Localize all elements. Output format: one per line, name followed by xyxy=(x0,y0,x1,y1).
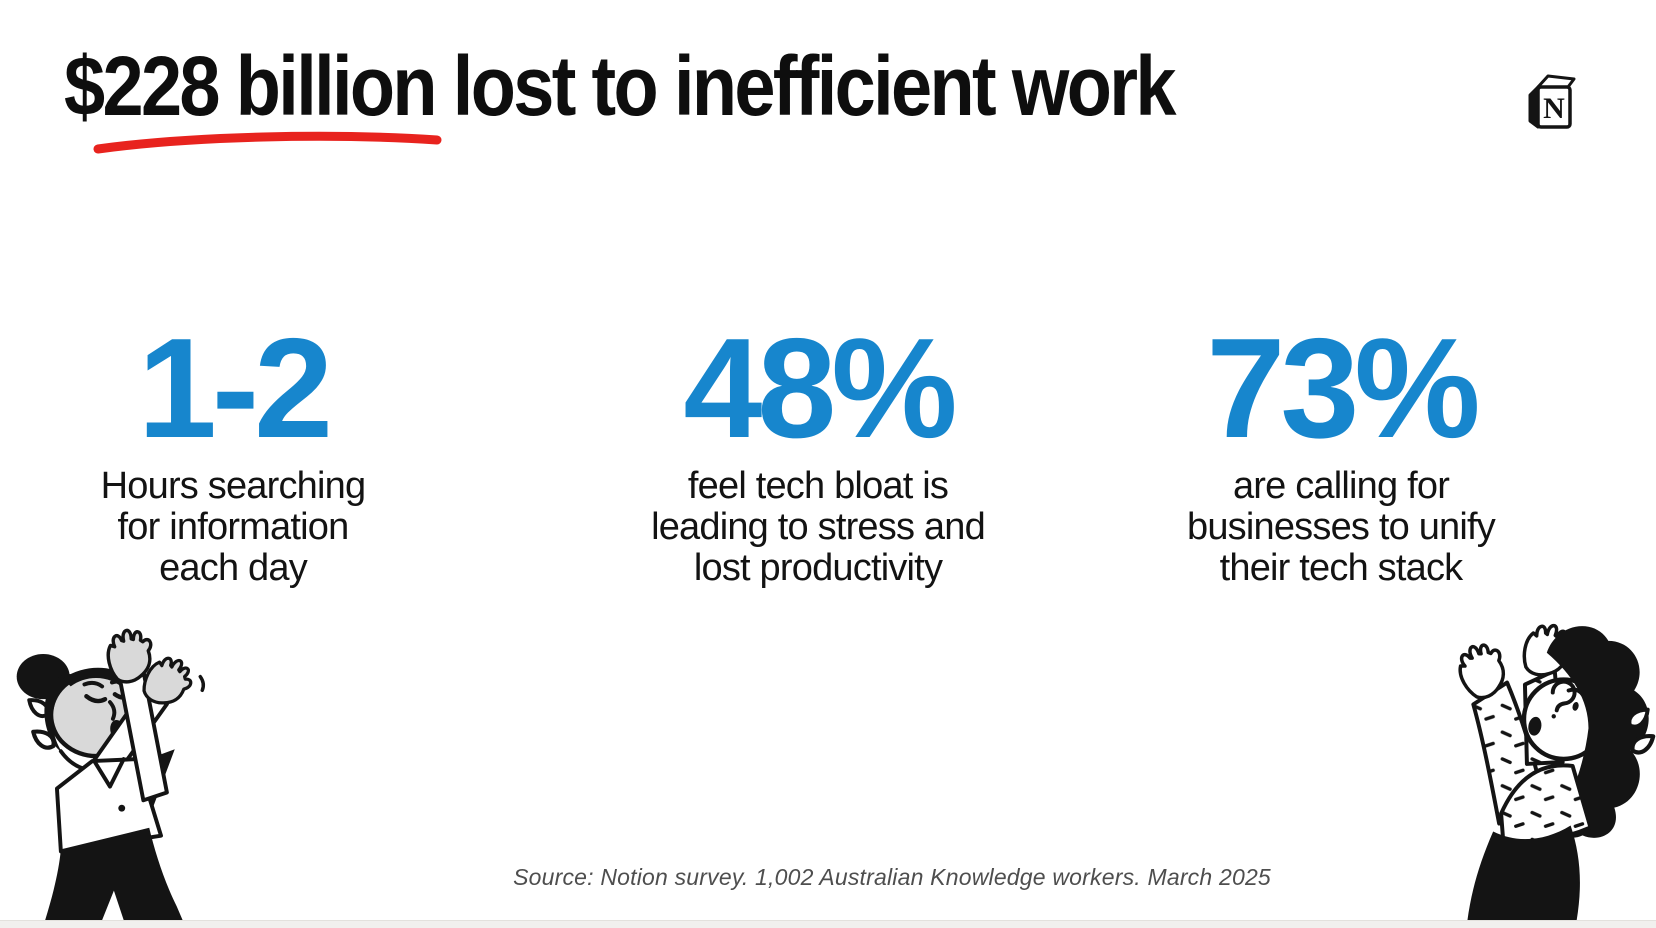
bottom-edge-strip xyxy=(0,920,1656,928)
stat-label: Hours searching for information each day xyxy=(100,465,367,589)
notion-logo-icon: N xyxy=(1528,74,1576,129)
page-title: $228 billion lost to inefficient work xyxy=(64,39,1177,133)
stressed-person-right-illustration xyxy=(1449,618,1656,921)
stat-unify-stack: 73% are calling for businesses to unify … xyxy=(1136,318,1546,589)
notion-logo-letter: N xyxy=(1543,92,1565,125)
stat-value: 73% xyxy=(1206,309,1480,468)
stat-label: feel tech bloat is leading to stress and… xyxy=(651,465,986,589)
source-note: Source: Notion survey. 1,002 Australian … xyxy=(513,864,1271,890)
stat-tech-bloat: 48% feel tech bloat is leading to stress… xyxy=(613,318,1023,589)
stat-value: 1-2 xyxy=(137,309,333,468)
stat-label: are calling for businesses to unify thei… xyxy=(1187,465,1496,589)
stat-hours-searching: 1-2 Hours searching for information each… xyxy=(28,318,438,589)
red-underline-stroke xyxy=(93,131,442,154)
stressed-person-left-illustration xyxy=(16,624,206,921)
stat-value: 48% xyxy=(683,309,957,468)
